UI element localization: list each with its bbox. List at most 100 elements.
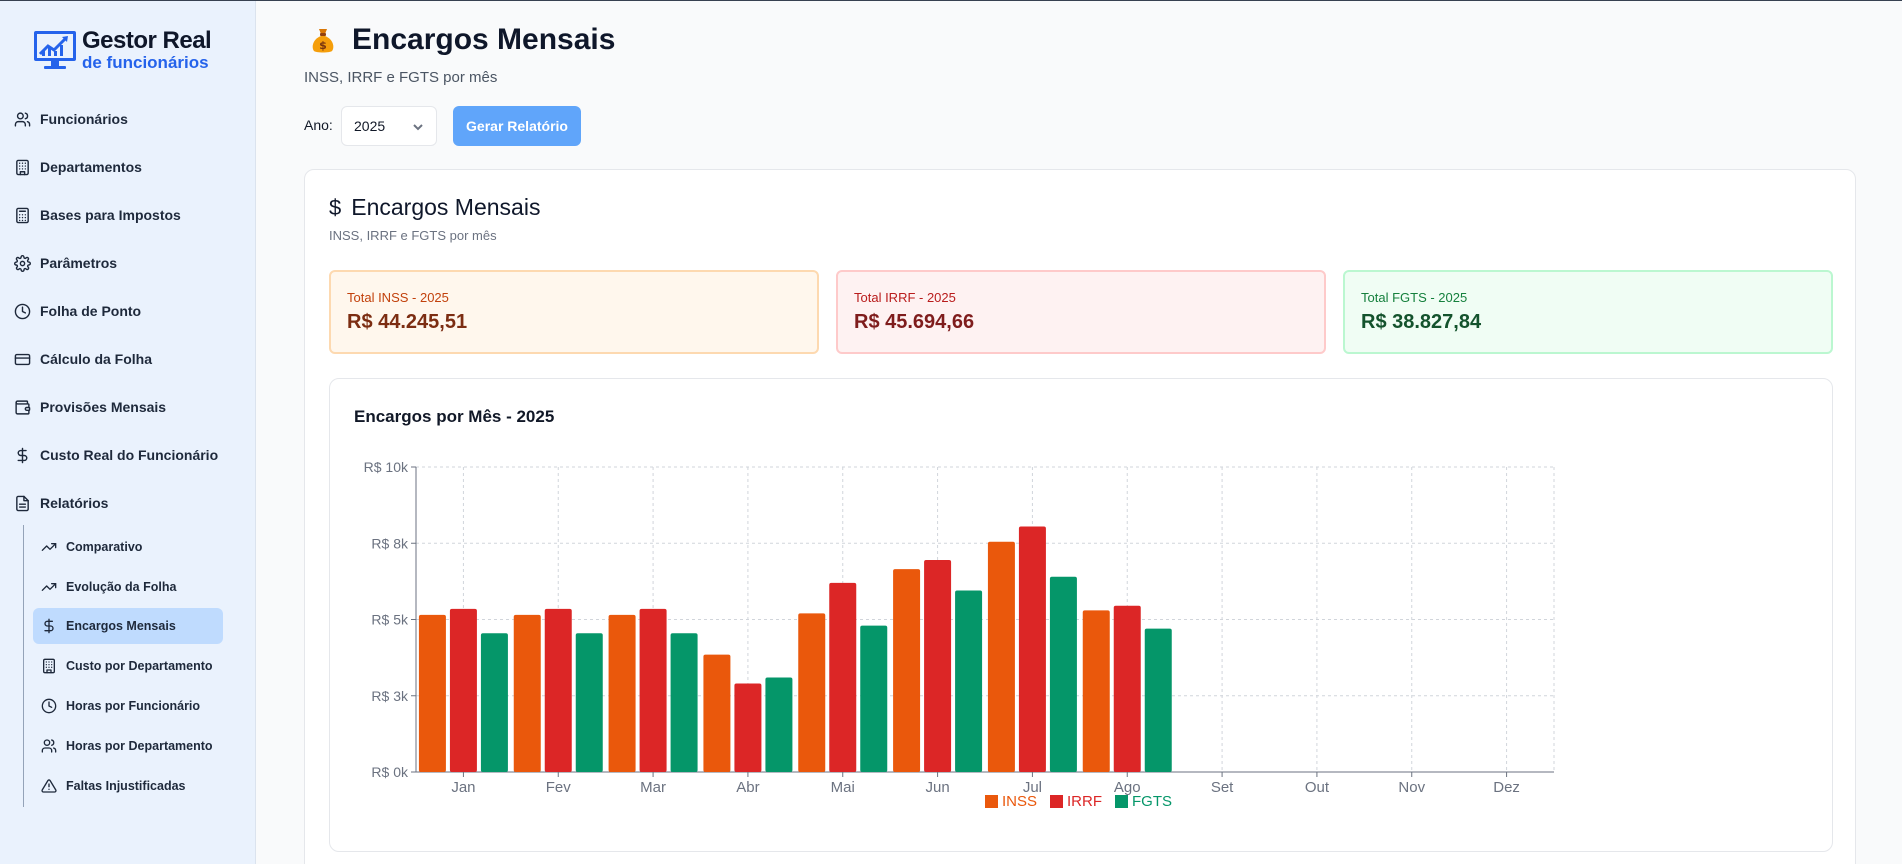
bar-fgts: [480, 633, 508, 772]
sidebar-item-parametros[interactable]: Parâmetros: [14, 248, 117, 278]
sidebar-subitem-comparativo[interactable]: Comparativo: [33, 529, 223, 565]
calculator-icon: [16, 207, 29, 223]
sidebar-item-relatorios[interactable]: Relatórios: [14, 488, 108, 518]
sidebar-subitem-horas-funcionario[interactable]: Horas por Funcionário: [33, 688, 223, 724]
card-title-text: Encargos Mensais: [351, 194, 541, 220]
x-tick-label: Mai: [831, 779, 855, 796]
stat-label: Total FGTS - 2025: [1361, 290, 1468, 305]
bar-fgts: [575, 633, 603, 772]
sidebar-item-label: Funcionários: [40, 111, 128, 127]
bar-inss: [513, 614, 541, 772]
dollar-icon: $: [329, 194, 342, 220]
sidebar-subitem-evolucao-folha[interactable]: Evolução da Folha: [33, 569, 223, 605]
sidebar-subitem-label: Custo por Departamento: [66, 659, 213, 673]
stat-total-irrf: Total IRRF - 2025 R$ 45.694,66: [836, 270, 1326, 354]
year-select[interactable]: 2025: [341, 106, 437, 146]
stat-value: R$ 44.245,51: [347, 311, 468, 333]
encargos-bar-chart: R$ 0k R$ 3k R$ 5k R$ 8k R$ 10k Jan Fev Mar Abr Ma…: [364, 459, 1555, 810]
bar-irrf: [734, 683, 762, 772]
stat-value: R$ 45.694,66: [854, 311, 975, 333]
chevron-down-icon: [413, 124, 423, 131]
bar-fgts: [765, 677, 793, 772]
bar-fgts: [1049, 576, 1077, 772]
gear-icon: [14, 254, 31, 272]
logo-subtitle: de funcionários: [82, 53, 209, 72]
report-card: $ Encargos Mensais INSS, IRRF e FGTS por…: [304, 169, 1856, 864]
dollar-icon: [17, 447, 28, 463]
bar-inss: [1082, 610, 1110, 772]
chart-monitor-icon: [34, 31, 76, 69]
stat-label: Total INSS - 2025: [347, 290, 449, 305]
legend-label: INSS: [1002, 793, 1037, 810]
sidebar-subitem-label: Faltas Injustificadas: [66, 779, 186, 793]
credit-card-icon: [14, 353, 31, 365]
document-icon: [16, 495, 29, 511]
card-title: $ Encargos Mensais: [329, 194, 540, 221]
trending-up-icon: [41, 583, 57, 591]
bar-irrf: [1018, 526, 1046, 772]
page-subtitle: INSS, IRRF e FGTS por mês: [304, 69, 498, 86]
x-tick-label: Dez: [1493, 779, 1520, 796]
stat-total-fgts: Total FGTS - 2025 R$ 38.827,84: [1343, 270, 1833, 354]
legend-label: FGTS: [1132, 793, 1172, 810]
card-subtitle: INSS, IRRF e FGTS por mês: [329, 228, 497, 243]
chart-card: Encargos por Mês - 2025 R$ 0k R$ 3k R$ 5k R…: [329, 378, 1833, 852]
sidebar-item-label: Cálculo da Folha: [40, 351, 153, 367]
x-tick-label: Jun: [925, 779, 949, 796]
stat-value: R$ 38.827,84: [1361, 311, 1482, 333]
y-tick-label: R$ 0k: [371, 764, 409, 780]
bar-irrf: [544, 608, 572, 772]
chart-title: Encargos por Mês - 2025: [354, 407, 555, 426]
bar-inss: [987, 541, 1015, 772]
bar-inss: [893, 569, 921, 772]
legend-swatch: [985, 795, 998, 808]
bar-inss: [608, 614, 636, 772]
bar-inss: [703, 654, 731, 772]
sidebar-item-label: Custo Real do Funcionário: [40, 447, 219, 463]
sidebar-subitem-encargos-mensais[interactable]: Encargos Mensais: [33, 608, 223, 644]
sidebar: Gestor Real de funcionários Funcionários…: [0, 1, 256, 864]
bar-fgts: [670, 633, 698, 772]
sidebar-subitem-label: Horas por Funcionário: [66, 699, 201, 713]
sidebar-item-provisoes[interactable]: Provisões Mensais: [14, 392, 166, 422]
sidebar-subitem-label: Evolução da Folha: [66, 580, 177, 594]
users-icon: [41, 739, 57, 753]
clock-icon: [41, 698, 57, 714]
sidebar-item-label: Departamentos: [40, 159, 142, 175]
x-tick-label: Ago: [1114, 779, 1141, 796]
sidebar-item-label: Parâmetros: [40, 255, 118, 271]
x-tick-label: Abr: [736, 779, 759, 796]
sidebar-item-funcionarios[interactable]: Funcionários: [14, 104, 128, 134]
logo[interactable]: Gestor Real de funcionários: [32, 27, 212, 72]
sidebar-item-folha-ponto[interactable]: Folha de Ponto: [14, 296, 141, 326]
sidebar-subitem-faltas-injustificadas[interactable]: Faltas Injustificadas: [33, 768, 223, 804]
x-tick-label: Jan: [451, 779, 475, 796]
bar-irrf: [639, 608, 667, 772]
stat-label: Total IRRF - 2025: [854, 290, 956, 305]
legend-swatch: [1050, 795, 1063, 808]
bar-inss: [418, 614, 446, 772]
building-icon: [43, 658, 55, 674]
users-icon: [14, 111, 31, 127]
sidebar-item-calculo-folha[interactable]: Cálculo da Folha: [14, 344, 152, 374]
y-tick-label: R$ 5k: [371, 612, 409, 628]
y-tick-label: R$ 10k: [364, 459, 409, 475]
bar-inss: [798, 613, 826, 772]
sidebar-subitem-horas-departamento[interactable]: Horas por Departamento: [33, 728, 223, 764]
sidebar-item-label: Folha de Ponto: [40, 303, 142, 319]
clock-icon: [14, 303, 31, 319]
stat-total-inss: Total INSS - 2025 R$ 44.245,51: [329, 270, 819, 354]
generate-report-button[interactable]: Gerar Relatório: [453, 106, 581, 146]
x-tick-label: Set: [1211, 779, 1234, 796]
bar-irrf: [1113, 605, 1141, 772]
bar-fgts: [860, 625, 888, 772]
sidebar-subitem-label: Encargos Mensais: [66, 619, 176, 633]
sidebar-item-departamentos[interactable]: Departamentos: [14, 152, 142, 182]
sidebar-item-label: Relatórios: [40, 495, 109, 511]
logo-title: Gestor Real: [82, 27, 212, 54]
sidebar-subitem-custo-departamento[interactable]: Custo por Departamento: [33, 648, 223, 684]
sidebar-item-custo-real[interactable]: Custo Real do Funcionário: [14, 440, 218, 470]
warning-icon: [41, 779, 57, 793]
sidebar-item-bases-impostos[interactable]: Bases para Impostos: [14, 200, 181, 230]
x-tick-label: Mar: [640, 779, 666, 796]
